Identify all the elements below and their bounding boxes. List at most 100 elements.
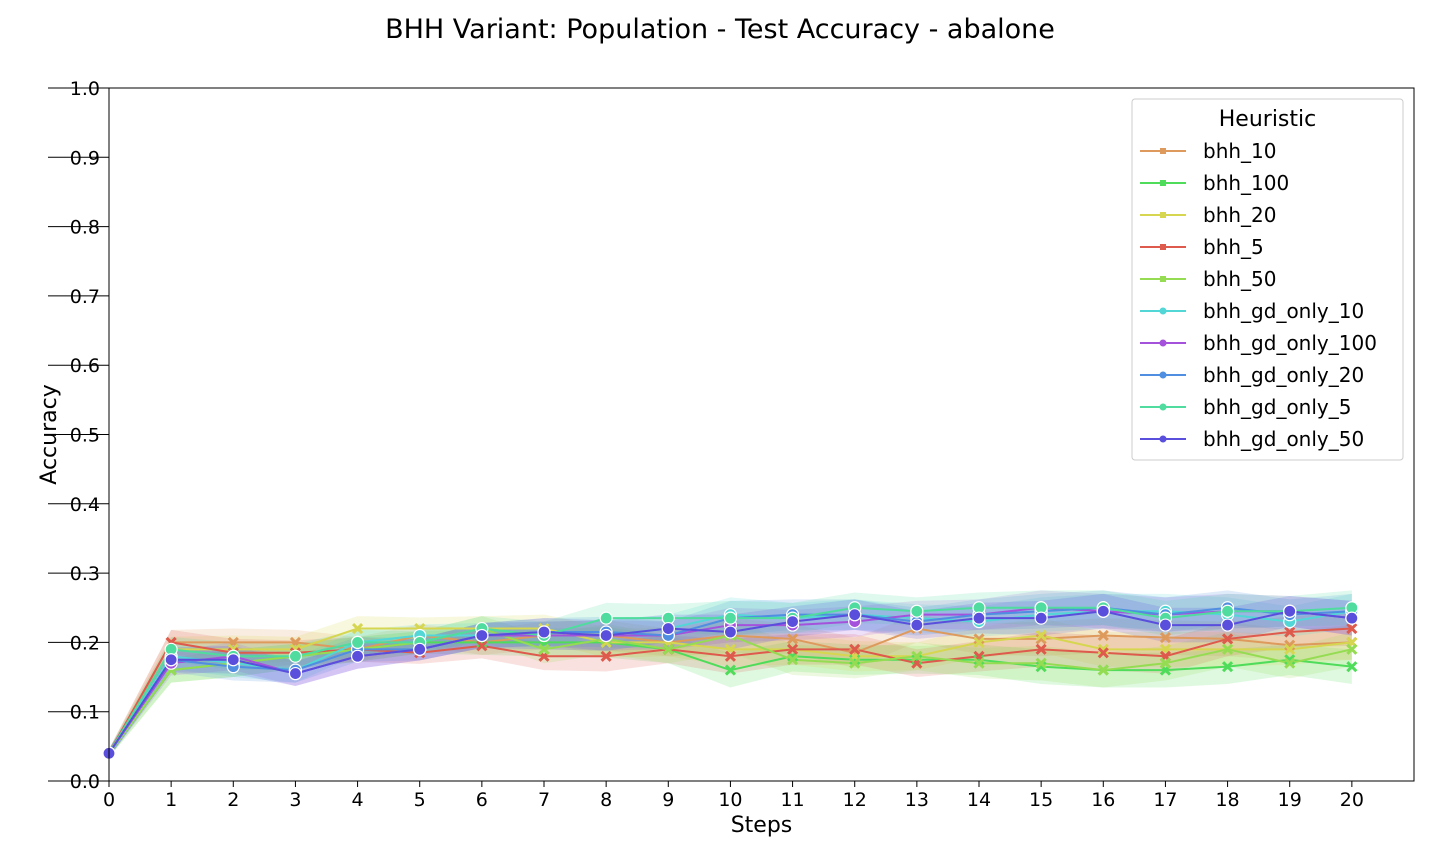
y-tick-label: 1.0 (70, 78, 100, 100)
legend-item-bhh-5: bhh_5 (1140, 235, 1264, 259)
y-tick-label: 0.4 (70, 494, 100, 516)
legend-label: bhh_gd_only_100 (1203, 331, 1377, 355)
point-bhh-10 (787, 633, 799, 645)
legend-swatch-marker (1160, 212, 1166, 218)
legend-label: bhh_20 (1203, 203, 1277, 227)
point-bhh-20 (1284, 643, 1296, 655)
legend-item-bhh-50: bhh_50 (1140, 267, 1277, 291)
point-bhh-5 (1035, 643, 1047, 655)
y-tick-label: 0.0 (70, 771, 100, 793)
point-bhh-gd-only-50 (1345, 611, 1359, 625)
point-bhh-100 (849, 654, 861, 666)
x-tick-label: 17 (1153, 789, 1177, 811)
point-bhh-10 (973, 633, 985, 645)
point-bhh-gd-only-5 (1220, 604, 1235, 618)
point-bhh-10 (1159, 631, 1171, 644)
point-bhh-gd-only-50 (413, 642, 427, 656)
point-bhh-gd-only-50 (785, 615, 800, 629)
legend-label: bhh_100 (1203, 171, 1289, 195)
point-bhh-gd-only-5 (599, 611, 613, 625)
point-bhh-50 (1035, 657, 1047, 669)
point-bhh-50 (1222, 643, 1234, 655)
point-bhh-5 (1346, 622, 1358, 635)
point-bhh-50 (849, 657, 861, 669)
point-bhh-gd-only-50 (226, 653, 240, 667)
y-tick-label: 0.9 (70, 147, 100, 169)
point-bhh-gd-only-50 (661, 621, 675, 636)
point-bhh-gd-only-50 (475, 628, 489, 643)
x-tick-label: 16 (1091, 789, 1115, 811)
legend-swatch-marker (1159, 403, 1167, 411)
x-tick-label: 15 (1029, 789, 1053, 811)
y-tick-label: 0.3 (70, 563, 100, 585)
point-bhh-gd-only-50 (723, 625, 738, 639)
legend-swatch-marker (1160, 148, 1166, 154)
point-bhh-100 (1284, 654, 1296, 666)
y-tick-label: 0.1 (70, 702, 100, 724)
legend-item-bhh-gd-only-10: bhh_gd_only_10 (1140, 299, 1364, 323)
legend-swatch-marker (1159, 307, 1167, 315)
legend-items: bhh_10 bhh_100 bhh_20 bhh_5 bhh_50 bhh_gd_onl… (1140, 139, 1377, 451)
point-bhh-gd-only-50 (599, 628, 613, 643)
chart-title: BHH Variant: Population - Test Accuracy … (385, 14, 1055, 45)
x-tick-label: 11 (780, 789, 804, 811)
x-tick-label: 20 (1340, 789, 1364, 811)
legend-item-bhh-gd-only-50: bhh_gd_only_50 (1140, 427, 1364, 451)
point-bhh-50 (1284, 657, 1296, 669)
point-bhh-gd-only-50 (350, 649, 365, 663)
point-bhh-gd-only-50 (1220, 618, 1235, 632)
y-tick-label: 0.7 (70, 286, 100, 308)
point-bhh-gd-only-50 (1096, 604, 1110, 618)
point-bhh-100 (1222, 661, 1234, 673)
point-bhh-50 (662, 643, 674, 655)
x-tick-label: 1 (165, 789, 177, 811)
legend-label: bhh_50 (1203, 267, 1277, 291)
point-bhh-50 (538, 643, 550, 655)
x-tick-label: 10 (718, 789, 742, 811)
x-tick-label: 19 (1278, 789, 1302, 811)
legend-label: bhh_10 (1203, 139, 1277, 163)
point-bhh-gd-only-50 (164, 653, 178, 667)
point-bhh-50 (1346, 643, 1358, 655)
legend-swatch-marker (1159, 371, 1167, 379)
point-bhh-5 (1097, 647, 1109, 659)
point-bhh-10 (1035, 633, 1047, 645)
x-tick-label: 14 (967, 789, 991, 811)
legend-label: bhh_gd_only_5 (1203, 395, 1351, 419)
y-tick-label: 0.8 (70, 217, 100, 239)
y-tick-label: 0.2 (70, 632, 100, 654)
point-bhh-gd-only-50 (1034, 611, 1048, 625)
point-bhh-100 (911, 654, 923, 666)
point-bhh-gd-only-50 (1283, 604, 1297, 618)
legend-item-bhh-gd-only-20: bhh_gd_only_20 (1140, 363, 1364, 387)
x-tick-label: 9 (662, 789, 674, 811)
point-bhh-gd-only-5 (350, 635, 365, 650)
y-tick-label: 0.5 (70, 425, 100, 447)
point-bhh-100 (1346, 661, 1358, 673)
point-bhh-50 (973, 657, 985, 669)
point-bhh-50 (911, 650, 923, 662)
y-axis: 0.0 0.1 0.2 0.3 0.4 0.5 0.6 0.7 0.8 0.9 1.0 (48, 78, 109, 793)
y-axis-title: Accuracy (37, 384, 62, 484)
point-bhh-gd-only-50 (910, 618, 924, 632)
point-bhh-50 (1097, 664, 1109, 676)
legend-item-bhh-gd-only-5: bhh_gd_only_5 (1140, 395, 1351, 419)
point-bhh-5 (787, 643, 799, 655)
legend-label: bhh_gd_only_10 (1203, 299, 1364, 323)
point-bhh-gd-only-5 (288, 649, 303, 663)
y-tick-label: 0.6 (70, 355, 100, 377)
x-tick-label: 13 (905, 789, 929, 811)
legend-swatch-marker (1160, 276, 1166, 282)
point-bhh-5 (1222, 633, 1234, 645)
legend-item-bhh-gd-only-100: bhh_gd_only_100 (1140, 331, 1377, 355)
legend-swatch-marker (1160, 180, 1166, 186)
point-bhh-20 (1035, 629, 1047, 642)
point-bhh-gd-only-50 (288, 666, 303, 681)
point-bhh-10 (1097, 629, 1109, 642)
x-tick-label: 4 (352, 789, 364, 811)
point-bhh-100 (724, 664, 736, 676)
x-axis-title: Steps (731, 813, 793, 838)
point-bhh-20 (352, 622, 364, 635)
point-bhh-gd-only-5 (910, 604, 924, 618)
